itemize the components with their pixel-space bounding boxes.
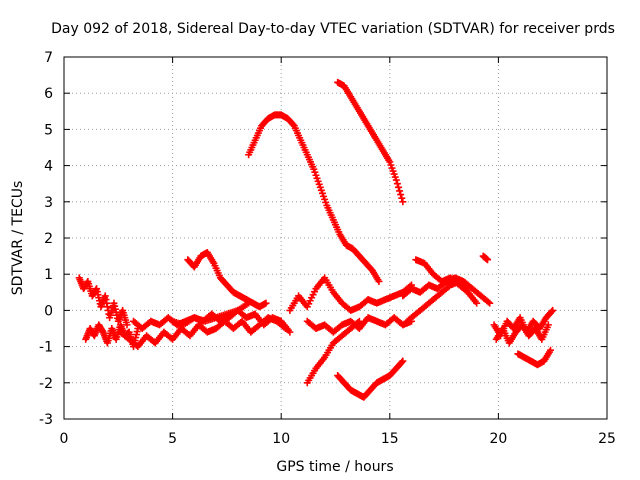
y-tick-label: -2 <box>39 376 53 392</box>
series-arc-k <box>303 317 363 387</box>
y-tick-label: 5 <box>44 122 53 138</box>
data-point <box>486 299 494 307</box>
data-point <box>262 299 270 307</box>
series-arc-o <box>412 256 472 296</box>
series-arc-q <box>490 306 557 340</box>
data-point <box>393 180 401 188</box>
data-point <box>396 187 404 195</box>
y-tick-label: -1 <box>39 340 53 356</box>
data-point <box>473 299 481 307</box>
series-arc-f <box>169 299 253 329</box>
y-tick-label: 7 <box>44 50 53 66</box>
series-arc-j <box>303 314 416 336</box>
x-axis-label: GPS time / hours <box>276 459 393 475</box>
x-tick-label: 10 <box>272 431 290 447</box>
y-tick-label: 2 <box>44 231 53 247</box>
series-arc-s <box>514 346 555 369</box>
data-point <box>544 321 552 329</box>
data-point <box>398 358 406 366</box>
data-point <box>399 198 407 206</box>
series-arc-g <box>245 111 383 285</box>
data-point <box>286 328 294 336</box>
x-tick-label: 20 <box>489 431 507 447</box>
x-tick-label: 15 <box>381 431 399 447</box>
data-point <box>484 256 492 264</box>
x-tick-labels: 0 5 10 15 20 25 <box>60 431 616 447</box>
y-tick-label: -3 <box>39 412 53 428</box>
data-point <box>394 183 402 191</box>
data-point <box>354 318 362 326</box>
chart-title: Day 092 of 2018, Sidereal Day-to-day VTE… <box>51 21 615 37</box>
y-tick-label: 6 <box>44 86 53 102</box>
axis-ticks <box>63 56 608 420</box>
x-tick-label: 5 <box>168 431 177 447</box>
series-arc-e <box>184 248 270 311</box>
series-arc-a <box>75 274 131 329</box>
y-tick-label: 4 <box>44 159 53 175</box>
data-point <box>397 191 405 199</box>
data-point <box>399 357 407 365</box>
data-point <box>548 308 556 316</box>
series-arc-l <box>334 357 407 401</box>
data-point <box>355 317 363 325</box>
data-point <box>463 287 471 295</box>
series-arc-i <box>286 274 416 314</box>
x-tick-label: 25 <box>598 431 616 447</box>
y-axis-label: SDTVAR / TECUs <box>10 181 26 296</box>
y-tick-label: 0 <box>44 303 53 319</box>
data-point <box>484 298 492 306</box>
series-arc-r <box>492 321 552 347</box>
y-tick-label: 1 <box>44 267 53 283</box>
plot-frame <box>63 56 608 420</box>
data-point <box>547 346 555 354</box>
data-point <box>392 176 400 184</box>
grid-lines <box>64 57 607 419</box>
data-point <box>375 277 383 285</box>
data-point <box>398 194 406 202</box>
data-point <box>289 121 297 129</box>
series-arc-p <box>479 252 492 264</box>
series-arc-b <box>82 321 142 351</box>
y-tick-labels: -3 -2 -1 0 1 2 3 4 5 6 7 <box>39 50 53 428</box>
data-point <box>245 299 253 307</box>
data-point <box>464 288 472 296</box>
x-tick-label: 0 <box>60 431 69 447</box>
data-point <box>123 321 131 329</box>
series-arc-h <box>334 78 407 206</box>
data-point <box>549 306 557 314</box>
y-tick-label: 3 <box>44 195 53 211</box>
data-marks <box>75 78 557 401</box>
